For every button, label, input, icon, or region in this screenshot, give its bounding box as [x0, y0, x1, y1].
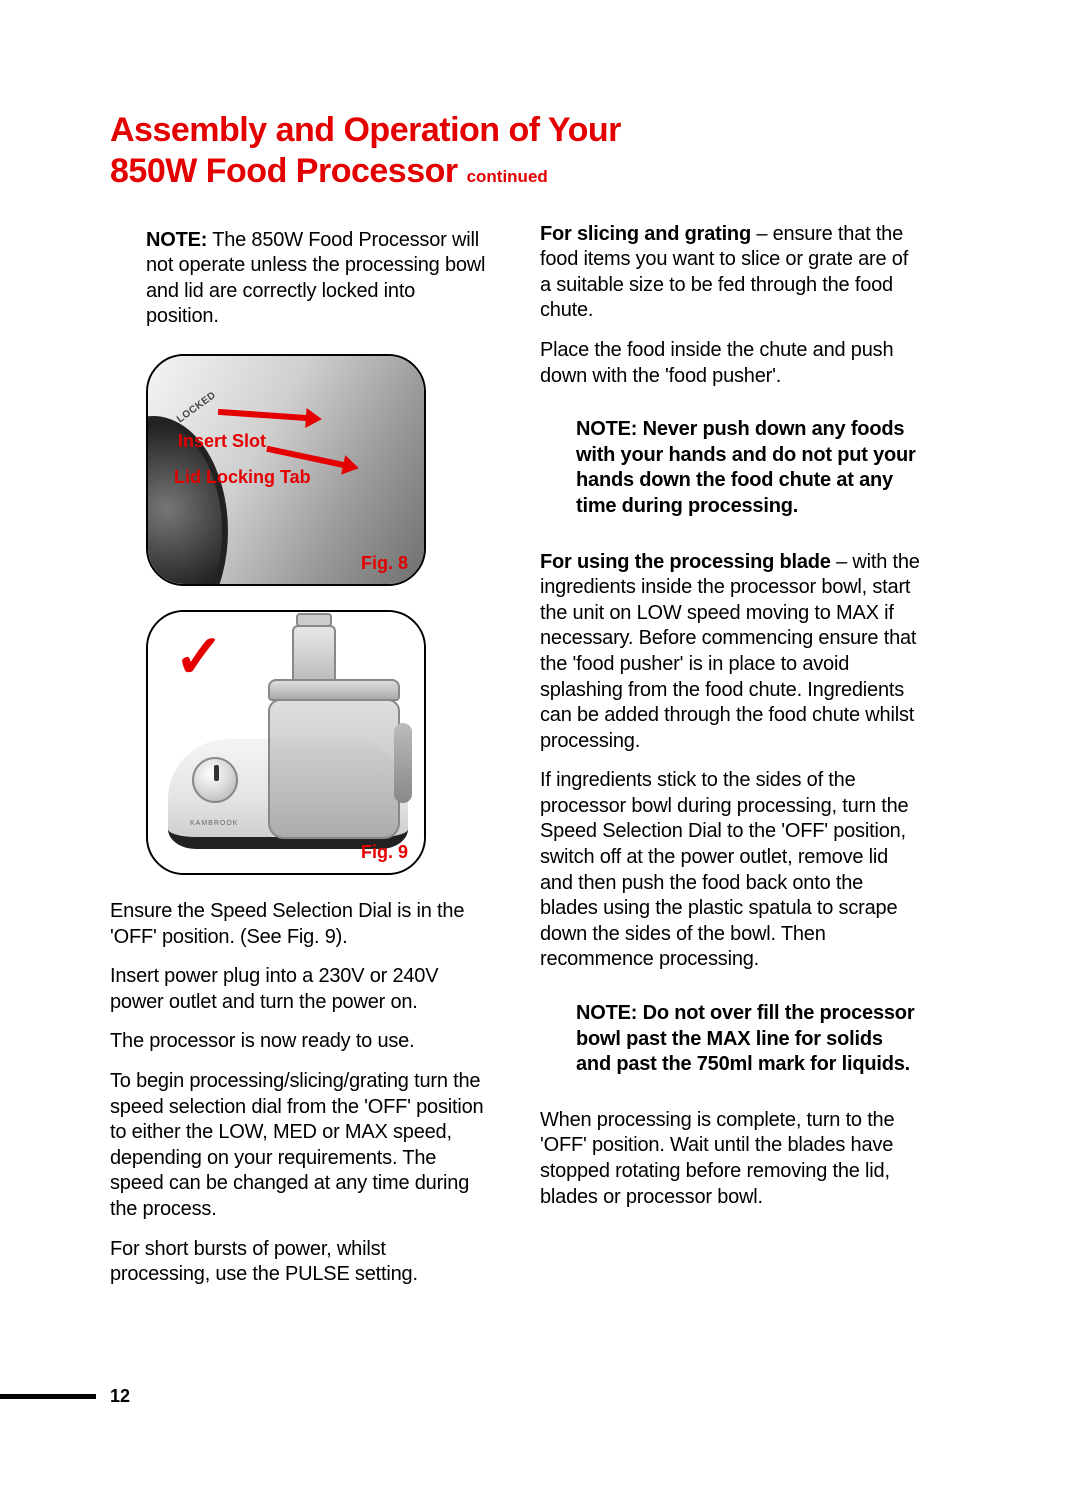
right-p2: Place the food inside the chute and push… — [540, 338, 920, 389]
note-1: NOTE: The 850W Food Processor will not o… — [110, 228, 490, 330]
left-p3: The processor is now ready to use. — [110, 1029, 490, 1055]
lid-locking-tab-label: Lid Locking Tab — [174, 468, 311, 486]
figure-9: KAMBROOK ✓ Fig. 9 — [146, 610, 426, 875]
content-columns: NOTE: The 850W Food Processor will not o… — [110, 222, 990, 1302]
figure-8-label: Fig. 8 — [361, 553, 408, 574]
right-p3-body: – with the ingredients inside the proces… — [540, 551, 920, 752]
left-p4: To begin processing/slicing/grating turn… — [110, 1069, 490, 1223]
right-column: For slicing and grating – ensure that th… — [540, 222, 920, 1302]
brand-label: KAMBROOK — [190, 820, 238, 827]
note-2: NOTE: Never push down any foods with you… — [540, 417, 920, 519]
processor-bowl-shape — [268, 699, 400, 839]
left-p5: For short bursts of power, whilst proces… — [110, 1237, 490, 1288]
food-pusher-shape — [296, 613, 332, 627]
note-lead: NOTE: — [576, 418, 637, 440]
figure-9-label: Fig. 9 — [361, 842, 408, 863]
page-number-bar — [0, 1394, 96, 1399]
title-continued: continued — [467, 167, 548, 186]
page-title: Assembly and Operation of Your 850W Food… — [110, 110, 990, 192]
left-p2: Insert power plug into a 230V or 240V po… — [110, 964, 490, 1015]
figure-8: LOCKED Insert Slot Lid Locking Tab Fig. … — [146, 354, 426, 586]
right-p3-lead: For using the processing blade — [540, 551, 831, 573]
bowl-handle-shape — [394, 723, 412, 803]
food-chute-shape — [292, 625, 336, 681]
insert-slot-label: Insert Slot — [178, 432, 266, 450]
checkmark-icon: ✓ — [174, 622, 224, 692]
page-number: 12 — [110, 1386, 130, 1407]
note-3: NOTE: Do not over fill the processor bow… — [540, 1001, 920, 1078]
processor-lid-shape — [268, 679, 400, 701]
right-p3: For using the processing blade – with th… — [540, 550, 920, 755]
right-p1: For slicing and grating – ensure that th… — [540, 222, 920, 324]
left-p1: Ensure the Speed Selection Dial is in th… — [110, 899, 490, 950]
title-line-1: Assembly and Operation of Your — [110, 111, 621, 149]
left-column: NOTE: The 850W Food Processor will not o… — [110, 222, 490, 1302]
document-page: Assembly and Operation of Your 850W Food… — [0, 0, 1080, 1491]
right-p1-lead: For slicing and grating — [540, 223, 751, 245]
title-line-2: 850W Food Processor — [110, 152, 458, 190]
page-number-region: 12 — [0, 1381, 130, 1411]
note-lead: NOTE: — [146, 229, 207, 251]
right-p5: When processing is complete, turn to the… — [540, 1108, 920, 1210]
note-lead: NOTE: — [576, 1002, 637, 1024]
speed-dial-shape — [192, 757, 238, 803]
right-p4: If ingredients stick to the sides of the… — [540, 768, 920, 973]
